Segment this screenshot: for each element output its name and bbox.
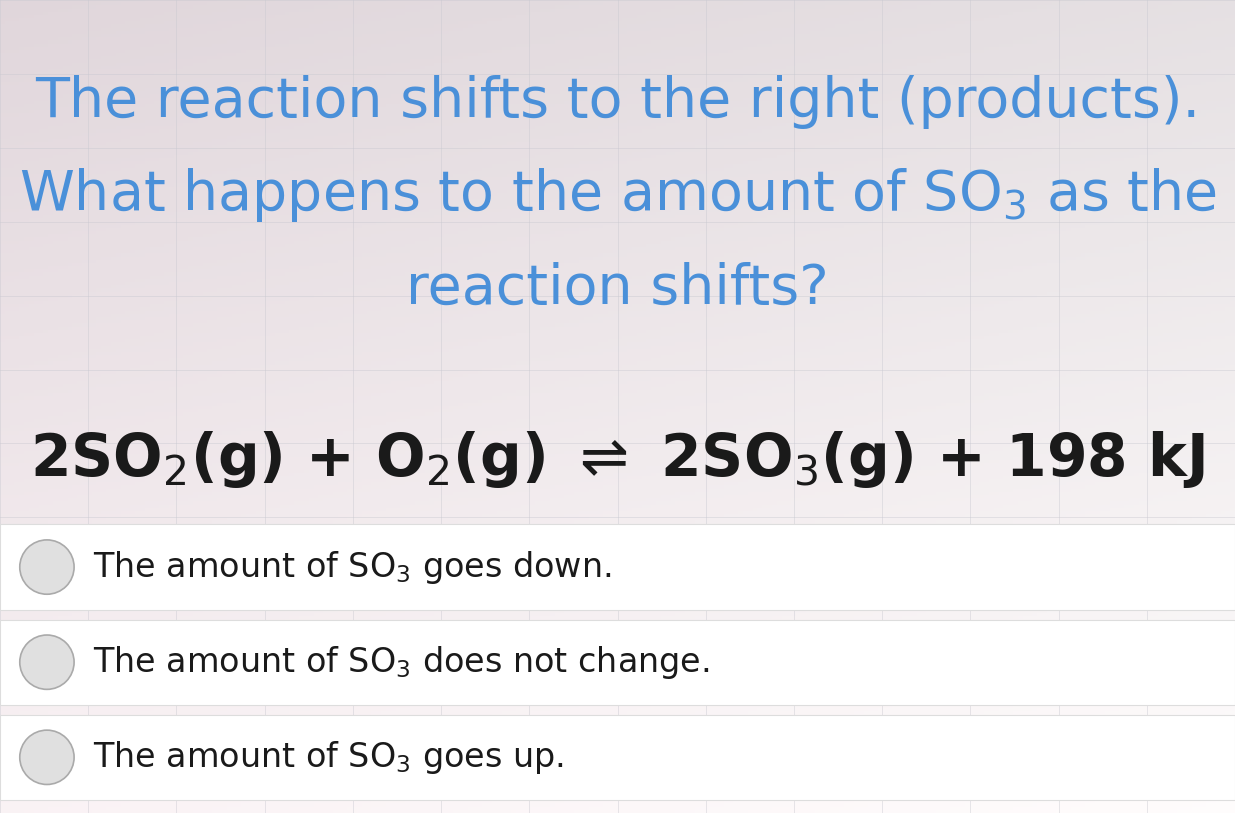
FancyBboxPatch shape: [0, 524, 1235, 610]
Text: The amount of SO$_3$ goes down.: The amount of SO$_3$ goes down.: [93, 549, 611, 585]
Text: 2SO$_2$(g) + O$_2$(g) $\rightleftharpoons$ 2SO$_3$(g) + 198 kJ: 2SO$_2$(g) + O$_2$(g) $\rightleftharpoon…: [30, 428, 1205, 490]
Ellipse shape: [20, 730, 74, 785]
Text: The amount of SO$_3$ does not change.: The amount of SO$_3$ does not change.: [93, 644, 709, 680]
Text: The amount of SO$_3$ goes up.: The amount of SO$_3$ goes up.: [93, 739, 563, 776]
Text: The reaction shifts to the right (products).: The reaction shifts to the right (produc…: [35, 75, 1200, 128]
Text: What happens to the amount of SO$_3$ as the: What happens to the amount of SO$_3$ as …: [19, 166, 1216, 224]
Text: reaction shifts?: reaction shifts?: [406, 262, 829, 315]
FancyBboxPatch shape: [0, 620, 1235, 705]
Ellipse shape: [20, 540, 74, 594]
Ellipse shape: [20, 635, 74, 689]
FancyBboxPatch shape: [0, 715, 1235, 800]
